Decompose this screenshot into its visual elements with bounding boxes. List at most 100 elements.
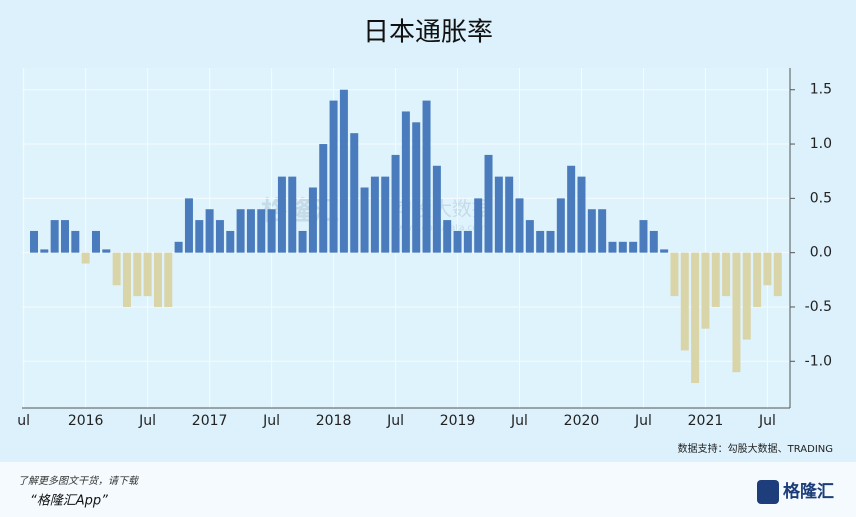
source: 数据支持：勾股大数据、TRADING [678, 442, 833, 455]
logo: 格隆汇 [783, 481, 834, 502]
bar [649, 230, 658, 253]
bar [742, 252, 751, 340]
bar [732, 252, 741, 373]
bar [432, 165, 441, 253]
x-tick-label: 2019 [440, 413, 476, 429]
bar [81, 252, 90, 264]
bar [556, 198, 565, 253]
bar [370, 176, 379, 253]
bar [443, 220, 452, 253]
bar [381, 176, 390, 253]
bar [587, 209, 596, 253]
bar [329, 100, 338, 253]
bar [412, 122, 421, 253]
bar [711, 252, 720, 307]
bar [298, 230, 307, 253]
x-tick-label: Jul [510, 413, 528, 429]
y-tick-label: 1.0 [810, 136, 832, 152]
bar [50, 220, 59, 253]
x-tick-label: Jul [758, 413, 776, 429]
bar [319, 144, 328, 253]
x-tick-label: Jul [138, 413, 156, 429]
x-tick-label: 2018 [316, 413, 352, 429]
bar [350, 133, 359, 253]
bar [91, 230, 100, 253]
bar [143, 252, 152, 297]
x-tick-label: Jul [634, 413, 652, 429]
footer-app: “格隆汇App” [30, 494, 108, 509]
bar [463, 230, 472, 253]
bar [567, 165, 576, 253]
bar [598, 209, 607, 253]
y-tick-label: -1.0 [805, 353, 832, 369]
bar [391, 154, 400, 253]
bar [257, 209, 266, 253]
footer-band [0, 462, 856, 517]
bar [30, 230, 38, 253]
x-tick-label: ul [17, 413, 30, 429]
bar [174, 241, 183, 253]
bar [453, 230, 462, 253]
bar [102, 249, 111, 253]
x-tick-label: 2017 [192, 413, 228, 429]
y-tick-label: -0.5 [805, 299, 832, 315]
bar [71, 230, 80, 253]
bar [608, 241, 617, 253]
bar [722, 252, 731, 297]
logo-icon [757, 480, 779, 504]
bar [40, 249, 49, 253]
bar [536, 230, 545, 253]
bar [639, 220, 648, 253]
bar [474, 198, 483, 253]
bar [515, 198, 524, 253]
bar [670, 252, 679, 297]
bar [753, 252, 762, 307]
y-tick-label: 0.5 [810, 190, 832, 206]
bar [112, 252, 121, 286]
bar [215, 220, 224, 253]
bar [360, 187, 369, 253]
bar [164, 252, 173, 307]
bar [133, 252, 142, 297]
bar [773, 252, 782, 297]
bar [308, 187, 317, 253]
bar [184, 198, 193, 253]
bar [629, 241, 638, 253]
x-tick-label: Jul [386, 413, 404, 429]
bar [288, 176, 297, 253]
bar [236, 209, 245, 253]
bar [484, 154, 493, 253]
bar [525, 220, 534, 253]
bar [546, 230, 555, 253]
bar [226, 230, 235, 253]
bar [618, 241, 627, 253]
bar [267, 209, 276, 253]
bar [577, 176, 586, 253]
x-tick-label: 2020 [564, 413, 600, 429]
bar [205, 209, 214, 253]
bar [505, 176, 514, 253]
bar [422, 100, 431, 253]
bar [680, 252, 689, 351]
y-tick-label: 1.5 [810, 82, 832, 98]
bar [277, 176, 286, 253]
bar [153, 252, 162, 307]
bar [494, 176, 503, 253]
bar [401, 111, 410, 253]
bar [763, 252, 772, 286]
x-tick-label: Jul [262, 413, 280, 429]
bar [691, 252, 700, 384]
bar [660, 249, 669, 253]
bar [195, 220, 204, 253]
chart-title: 日本通胀率 [363, 18, 493, 48]
bar [246, 209, 255, 253]
bar [60, 220, 69, 253]
y-tick-label: 0.0 [810, 245, 832, 261]
bar [701, 252, 710, 329]
footer-text: 了解更多图文干货，请下载 [18, 475, 140, 487]
watermark: www.gogudata.com [397, 224, 486, 234]
bar [339, 89, 348, 253]
bar [122, 252, 131, 307]
